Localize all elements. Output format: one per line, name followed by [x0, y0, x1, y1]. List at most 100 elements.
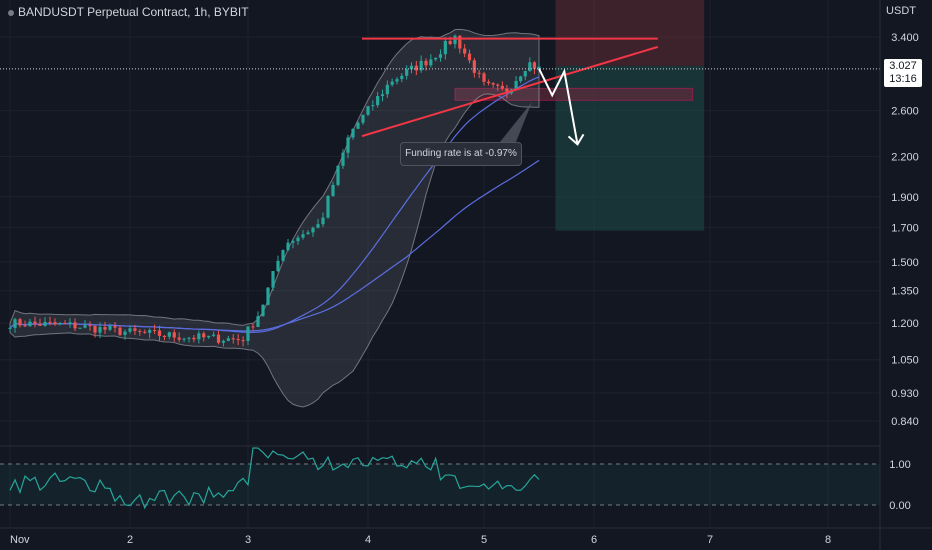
candle [167, 331, 171, 340]
candle [276, 255, 280, 273]
candle-body [419, 60, 423, 71]
chart-grid [0, 0, 880, 528]
candle-body [326, 195, 330, 218]
candle [291, 238, 295, 249]
candle [192, 334, 196, 343]
bar-countdown: 13:16 [889, 73, 917, 85]
candle-body [246, 326, 250, 341]
candle [261, 304, 265, 317]
candle [157, 325, 162, 342]
candle [58, 321, 62, 326]
candle [361, 114, 365, 125]
candle-body [58, 323, 62, 325]
candle [162, 334, 167, 341]
candle-body [434, 57, 438, 60]
candle [385, 80, 389, 98]
candle-body [291, 241, 295, 243]
x-tick-label: 2 [127, 534, 133, 546]
candle [311, 226, 315, 237]
candle-body [113, 325, 117, 328]
candle-body [88, 325, 92, 327]
candle [93, 325, 97, 338]
candle [380, 89, 385, 102]
candle [409, 62, 414, 74]
candle-body [133, 328, 137, 331]
candle [88, 321, 92, 331]
candle [306, 230, 310, 235]
candle [197, 330, 201, 344]
candle [419, 55, 423, 73]
zone-demand [454, 87, 694, 101]
candle [395, 76, 399, 85]
symbol-title[interactable]: BANDUSDT Perpetual Contract, 1h, BYBIT [8, 5, 249, 19]
candle [187, 336, 191, 343]
candle-body [211, 334, 216, 336]
candle [351, 128, 355, 140]
candle [103, 321, 107, 334]
candle-body [38, 323, 42, 326]
candle-body [202, 333, 206, 338]
candle-body [256, 316, 260, 327]
candle-body [231, 338, 235, 340]
candle [286, 239, 290, 252]
candle [133, 324, 137, 336]
y-tick-label: 0.840 [891, 416, 919, 428]
candle-body [376, 96, 380, 106]
x-tick-label: 8 [825, 534, 831, 546]
funding-note-pointer [500, 102, 532, 142]
candle-body [43, 321, 47, 326]
candle [438, 49, 443, 62]
candle-body [241, 340, 245, 342]
candle-body [385, 84, 389, 95]
candle-body [458, 35, 462, 49]
candle [376, 91, 380, 108]
currency-label[interactable]: USDT [886, 5, 916, 17]
candle [13, 317, 17, 333]
y-tick-label: 2.200 [891, 152, 919, 164]
candle [251, 323, 255, 331]
candle-body [128, 328, 132, 332]
candle [537, 62, 541, 70]
candle [532, 61, 537, 75]
candle [491, 82, 495, 88]
candle [216, 330, 221, 345]
candle [211, 331, 216, 337]
candle-body [118, 327, 122, 335]
candle [18, 317, 22, 328]
candle-body [28, 321, 32, 327]
candle-body [33, 321, 37, 324]
candle [528, 57, 532, 72]
candle [108, 323, 112, 332]
last-price-badge: 3.027 13:16 [884, 59, 922, 87]
candle-body [505, 88, 509, 94]
candle-body [361, 114, 365, 123]
candle [202, 331, 206, 342]
y-tick-label: 1.700 [891, 222, 919, 234]
candle-body [429, 59, 433, 66]
candle [453, 34, 457, 49]
candle [123, 329, 127, 340]
candle [68, 318, 72, 328]
candle [113, 322, 117, 333]
candle-body [73, 322, 77, 329]
candle-body [537, 66, 541, 69]
candle-body [346, 137, 350, 153]
candle [414, 60, 418, 76]
candle-body [192, 337, 196, 340]
candle-body [409, 65, 414, 70]
candle-body [453, 35, 457, 45]
candle-body [405, 69, 409, 76]
candle-body [187, 337, 191, 339]
candle-body [148, 330, 152, 333]
candle [138, 329, 142, 336]
candle [482, 71, 486, 86]
x-tick-label: 7 [707, 534, 713, 546]
candle-body [351, 128, 355, 138]
candle [73, 318, 77, 332]
plot-area [0, 0, 880, 510]
candle [467, 49, 472, 64]
candle [221, 339, 226, 347]
candle-body [519, 76, 523, 82]
